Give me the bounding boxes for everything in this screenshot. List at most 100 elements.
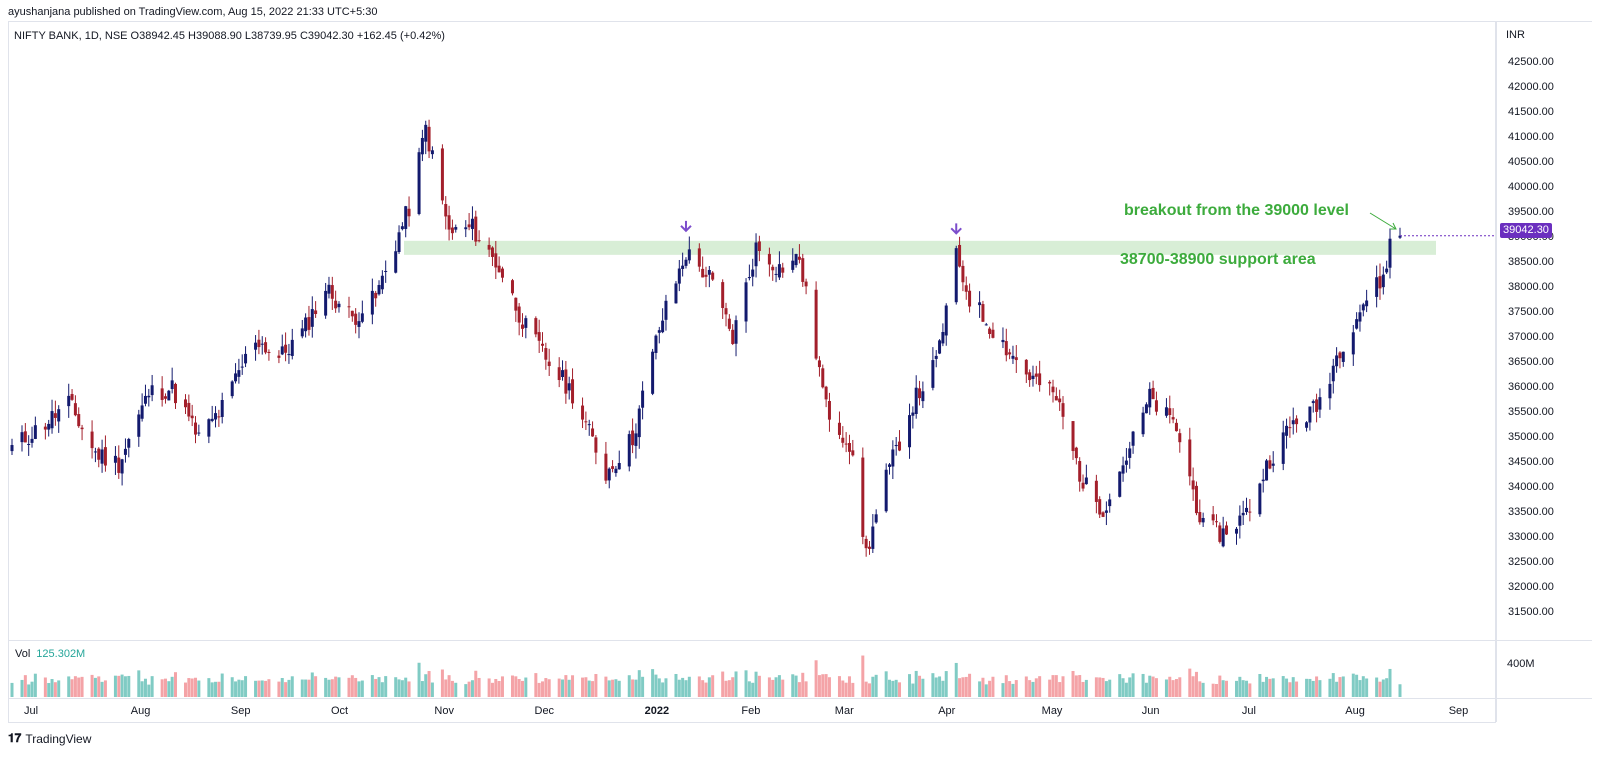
candle-body [1031, 375, 1035, 379]
candle-body [931, 360, 935, 388]
volume-bar [1148, 675, 1152, 697]
volume-bar [1014, 680, 1018, 697]
volume-bar [791, 674, 795, 697]
volume-bar [884, 671, 888, 697]
price-tick-label: 32500.00 [1508, 556, 1554, 569]
candle-body [1351, 332, 1355, 355]
volume-bar [1061, 676, 1065, 697]
volume-bar [1124, 682, 1128, 697]
candle-body [1295, 418, 1299, 425]
volume-bar [607, 680, 611, 697]
volume-bar [147, 684, 151, 697]
volume-bar [1285, 678, 1289, 697]
volume-bar [304, 679, 308, 697]
price-tick-label: 32000.00 [1508, 581, 1554, 594]
candle-body [407, 208, 411, 217]
candle-body [1238, 515, 1242, 526]
volume-bar [664, 678, 668, 697]
volume-bar [1218, 675, 1222, 697]
support-annotation: 38700-38900 support area [1120, 251, 1316, 268]
price-tick-label: 33000.00 [1508, 531, 1554, 544]
candle-body [704, 274, 708, 277]
volume-bar [150, 676, 154, 697]
volume-bar [1281, 676, 1285, 697]
volume-bar [404, 677, 408, 697]
candle-body [374, 292, 378, 299]
candle-body [1024, 359, 1028, 375]
price-tick-label: 36500.00 [1508, 356, 1554, 369]
volume-bar [921, 678, 925, 697]
candle-body [80, 427, 84, 430]
candle-body [337, 303, 341, 308]
volume-bar [244, 676, 248, 697]
candle-body [1265, 460, 1269, 481]
volume-bar [264, 680, 268, 697]
volume-bar [941, 680, 945, 697]
candle-body [1271, 463, 1275, 466]
volume-bar [1308, 678, 1312, 697]
candle-body [954, 248, 958, 303]
volume-bar [350, 675, 354, 697]
candle-body [801, 258, 805, 282]
volume-bar [944, 671, 948, 697]
candle-body [921, 391, 925, 402]
volume-bar [217, 681, 221, 697]
volume-bar [844, 682, 848, 697]
candle-body [697, 248, 701, 267]
candle-body [497, 265, 501, 273]
volume-bar [1038, 676, 1042, 697]
volume-bar [240, 680, 244, 697]
candle-body [394, 251, 398, 273]
volume-bar [707, 677, 711, 697]
volume-bar [1008, 681, 1012, 697]
time-tick-label: Oct [330, 705, 349, 717]
candle-body [864, 538, 868, 549]
candle-body [417, 152, 421, 215]
price-tick-label: 33500.00 [1508, 506, 1554, 519]
candle-body [50, 411, 54, 429]
volume-bar [1104, 681, 1108, 697]
volume-bar [354, 677, 358, 697]
candle-body [53, 413, 57, 418]
volume-bar [1378, 681, 1382, 697]
volume-bar [641, 676, 645, 697]
volume-bar [103, 680, 107, 697]
volume-bar [440, 669, 444, 697]
volume-bar [514, 676, 518, 697]
volume-bar [257, 680, 261, 697]
candle-body [1381, 274, 1385, 288]
candle-body [147, 395, 151, 398]
candle-body [894, 444, 898, 447]
volume-bar [220, 673, 224, 697]
volume-bar [50, 679, 54, 697]
volume-bar [1235, 680, 1239, 697]
price-tick-label: 35500.00 [1508, 406, 1554, 419]
volume-bar [821, 674, 825, 697]
volume-bar [284, 682, 288, 697]
candle-body [771, 266, 775, 271]
time-tick-label: Feb [741, 705, 761, 717]
volume-bar [424, 674, 428, 697]
candle-body [631, 430, 635, 446]
volume-bar [444, 679, 448, 697]
candle-body [1178, 433, 1182, 443]
volume-bar [744, 670, 748, 697]
candle-body [113, 455, 117, 463]
volume-bar [123, 676, 127, 697]
volume-bar [567, 679, 571, 697]
volume-bar [1318, 680, 1322, 697]
candle-body [1241, 512, 1245, 516]
candle-body [404, 206, 408, 229]
candle-body [1118, 471, 1122, 497]
candle-body [701, 268, 705, 278]
volume-bar [474, 670, 478, 697]
candle-body [330, 285, 334, 299]
volume-bar [497, 680, 501, 697]
volume-bar [1315, 676, 1319, 697]
candle-body [587, 424, 591, 426]
volume-bar [654, 674, 658, 697]
candle-body [747, 277, 751, 279]
volume-bar [70, 679, 74, 697]
volume-bar [1074, 675, 1078, 697]
